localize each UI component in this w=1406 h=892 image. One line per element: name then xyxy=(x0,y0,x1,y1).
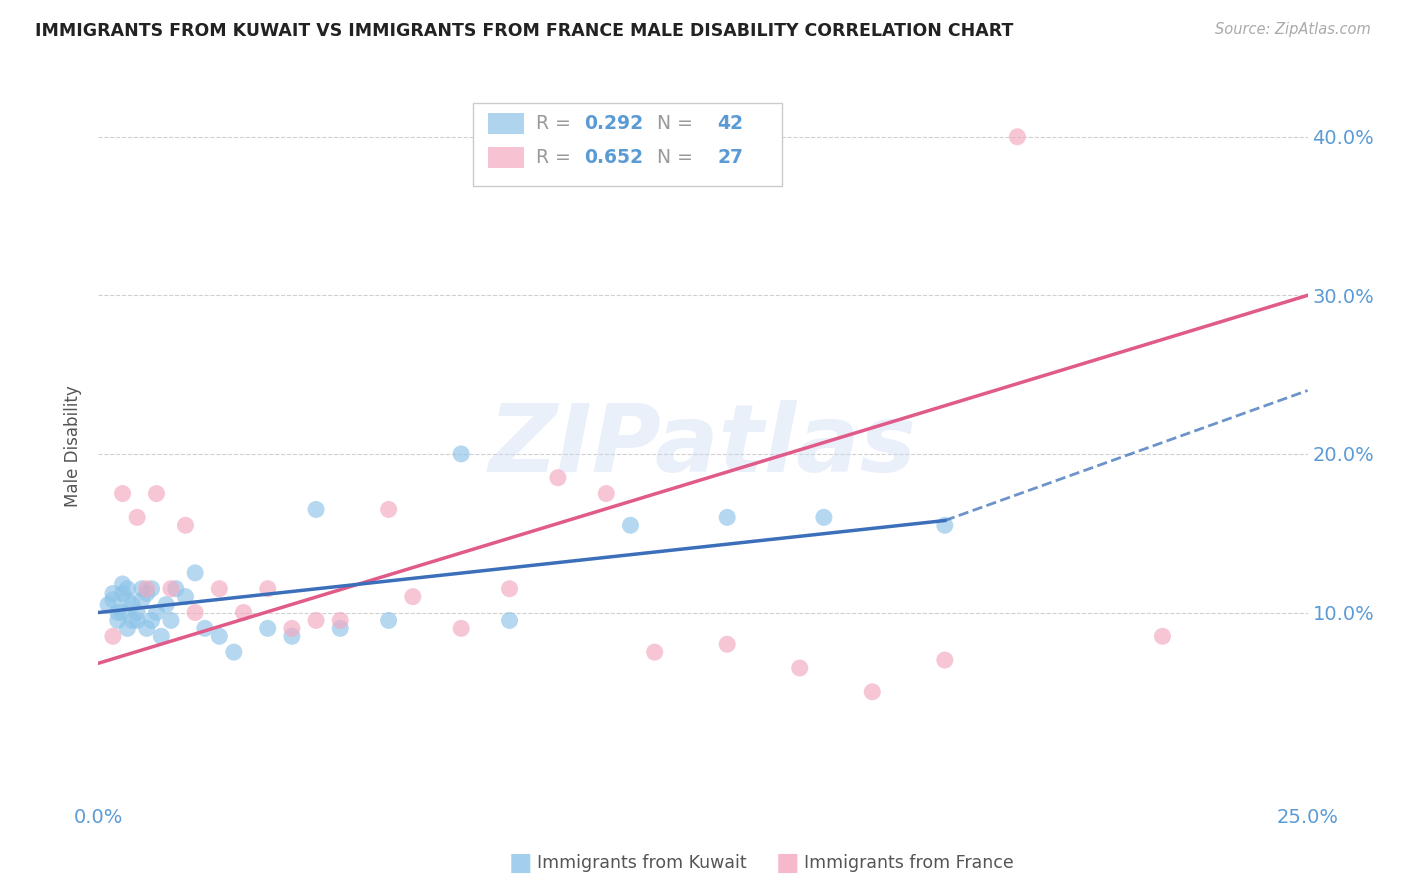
Point xyxy=(111,577,134,591)
Point xyxy=(450,447,472,461)
Point xyxy=(789,661,811,675)
Bar xyxy=(488,112,524,134)
Point xyxy=(934,518,956,533)
Point xyxy=(595,486,617,500)
Point xyxy=(256,621,278,635)
Point xyxy=(222,645,245,659)
Point xyxy=(121,614,143,628)
Point xyxy=(716,510,738,524)
Y-axis label: Male Disability: Male Disability xyxy=(65,385,83,507)
Point xyxy=(377,502,399,516)
Text: IMMIGRANTS FROM KUWAIT VS IMMIGRANTS FROM FRANCE MALE DISABILITY CORRELATION CHA: IMMIGRANTS FROM KUWAIT VS IMMIGRANTS FRO… xyxy=(35,22,1014,40)
Point xyxy=(498,582,520,596)
Point xyxy=(1007,129,1029,144)
Point xyxy=(160,582,183,596)
Point xyxy=(111,586,134,600)
Point xyxy=(117,592,139,607)
Point xyxy=(644,645,666,659)
Point xyxy=(141,614,163,628)
Bar xyxy=(488,147,524,169)
Point xyxy=(716,637,738,651)
Point xyxy=(208,582,231,596)
Point xyxy=(97,598,120,612)
Point xyxy=(145,486,167,500)
Point xyxy=(127,510,149,524)
Point xyxy=(184,566,207,580)
Text: Source: ZipAtlas.com: Source: ZipAtlas.com xyxy=(1215,22,1371,37)
Point xyxy=(111,606,134,620)
Point xyxy=(174,518,197,533)
Point xyxy=(111,486,134,500)
Text: 0.652: 0.652 xyxy=(585,148,644,167)
Point xyxy=(121,598,143,612)
Point xyxy=(184,606,207,620)
Text: 27: 27 xyxy=(717,148,744,167)
Point xyxy=(402,590,425,604)
Point xyxy=(174,590,197,604)
FancyBboxPatch shape xyxy=(474,103,782,186)
Text: 0.292: 0.292 xyxy=(585,114,644,133)
Point xyxy=(135,621,157,635)
Point xyxy=(1152,629,1174,643)
Point xyxy=(619,518,641,533)
Point xyxy=(329,614,352,628)
Point xyxy=(450,621,472,635)
Point xyxy=(232,606,254,620)
Point xyxy=(329,621,352,635)
Point xyxy=(281,621,304,635)
Text: R =: R = xyxy=(536,114,576,133)
Point xyxy=(194,621,217,635)
Point xyxy=(101,586,124,600)
Point xyxy=(117,582,139,596)
Point xyxy=(141,582,163,596)
Point xyxy=(165,582,187,596)
Point xyxy=(127,606,149,620)
Point xyxy=(547,471,569,485)
Point xyxy=(101,629,124,643)
Text: N =: N = xyxy=(645,148,699,167)
Point xyxy=(256,582,278,596)
Point xyxy=(131,582,153,596)
Text: R =: R = xyxy=(536,148,576,167)
Point xyxy=(150,629,173,643)
Text: Immigrants from France: Immigrants from France xyxy=(804,854,1014,871)
Point xyxy=(107,614,129,628)
Text: ZIPatlas: ZIPatlas xyxy=(489,400,917,492)
Text: ■: ■ xyxy=(776,851,799,874)
Point xyxy=(498,614,520,628)
Point xyxy=(145,606,167,620)
Text: Immigrants from Kuwait: Immigrants from Kuwait xyxy=(537,854,747,871)
Point xyxy=(127,614,149,628)
Point xyxy=(208,629,231,643)
Point xyxy=(135,582,157,596)
Point xyxy=(281,629,304,643)
Point xyxy=(860,685,883,699)
Text: N =: N = xyxy=(645,114,699,133)
Point xyxy=(101,592,124,607)
Point xyxy=(155,598,177,612)
Point xyxy=(813,510,835,524)
Point xyxy=(934,653,956,667)
Point xyxy=(107,606,129,620)
Point xyxy=(305,614,328,628)
Text: 42: 42 xyxy=(717,114,744,133)
Point xyxy=(117,621,139,635)
Text: ■: ■ xyxy=(509,851,531,874)
Point xyxy=(377,614,399,628)
Point xyxy=(160,614,183,628)
Point xyxy=(131,592,153,607)
Point xyxy=(135,586,157,600)
Point xyxy=(305,502,328,516)
